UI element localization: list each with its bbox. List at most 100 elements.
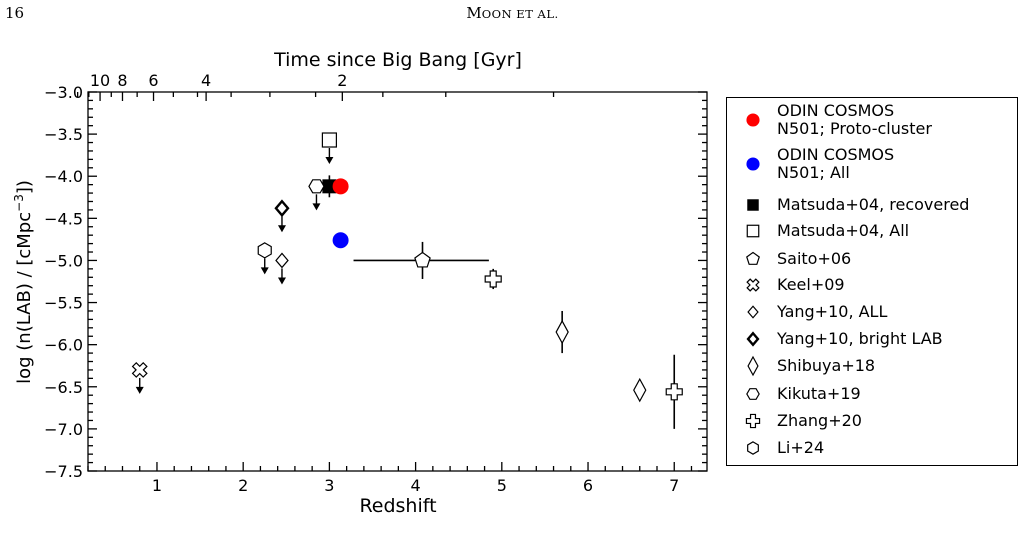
legend-label: Keel+09	[777, 275, 845, 294]
legend-marker-plus-shape	[745, 413, 761, 429]
legend-marker-hexagon-flat	[746, 388, 760, 400]
data-point-diamond-bold	[274, 199, 290, 218]
data-point-circle	[332, 178, 349, 195]
x-tick-label: 2	[238, 476, 248, 495]
x-tick-label: 3	[324, 476, 334, 495]
data-point-square-open	[321, 132, 337, 148]
legend-marker-hexagon-pointy	[747, 441, 759, 455]
upper-limit-arrow-head	[312, 203, 321, 211]
legend-symbol	[746, 157, 760, 171]
upper-limit-arrow-head	[277, 225, 286, 233]
data-point-plus-shape	[665, 383, 683, 401]
legend-item: Yang+10, bright LAB	[727, 328, 1017, 350]
legend-item: Matsuda+04, All	[727, 220, 1017, 242]
legend-marker-diamond-small	[747, 305, 759, 319]
y-tick-label: −7.5	[44, 462, 83, 481]
legend-item: Saito+06	[727, 248, 1017, 270]
legend-symbol	[747, 355, 759, 377]
legend-item: Matsuda+04, recovered	[727, 194, 1017, 216]
top-tick-label: 4	[201, 71, 211, 90]
upper-limit-arrow-head	[135, 386, 144, 394]
legend-label: Yang+10, ALL	[777, 302, 888, 321]
legend-marker-diamond-bold	[746, 331, 760, 347]
legend-label: ODIN COSMOS N501; All	[777, 145, 895, 182]
y-tick-label: −3.5	[44, 125, 83, 144]
x-tick-label: 6	[583, 476, 593, 495]
y-tick-label: −4.0	[44, 167, 83, 186]
legend-label: Matsuda+04, All	[777, 221, 910, 240]
legend-item: ODIN COSMOS N501; All	[727, 146, 1017, 182]
legend-label: Matsuda+04, recovered	[777, 195, 970, 214]
legend-item: Yang+10, ALL	[727, 301, 1017, 323]
top-tick-label: 10	[90, 71, 110, 90]
legend-symbol	[747, 305, 759, 319]
y-axis-title-end: ])	[14, 180, 35, 194]
data-point-circle	[332, 232, 349, 249]
y-tick-label: −5.5	[44, 294, 83, 313]
legend-item: Li+24	[727, 437, 1017, 459]
plot-area-frame	[87, 91, 708, 472]
top-x-axis-title: Time since Big Bang [Gyr]	[273, 49, 522, 71]
legend-symbol	[746, 251, 760, 265]
legend: ODIN COSMOS N501; Proto-cluster ODIN COSM…	[726, 97, 1018, 466]
legend-marker-square-open	[746, 224, 760, 238]
upper-limit-arrow-head	[277, 277, 286, 285]
legend-symbol	[746, 331, 760, 347]
data-point-thin-diamond	[555, 319, 569, 345]
legend-item: Keel+09	[727, 274, 1017, 296]
legend-marker-pentagon	[746, 251, 760, 265]
legend-symbol	[745, 413, 761, 429]
data-point-diamond-small	[275, 252, 289, 269]
legend-label: Li+24	[777, 438, 825, 457]
legend-symbol	[746, 388, 760, 400]
legend-marker-circle	[746, 157, 760, 171]
data-point-hexagon-flat	[308, 179, 325, 194]
y-axis-title-exponent: −3	[12, 194, 26, 212]
legend-label: Kikuta+19	[777, 384, 861, 403]
legend-label: Yang+10, bright LAB	[777, 329, 943, 348]
legend-item: ODIN COSMOS N501; Proto-cluster	[727, 102, 1017, 138]
y-tick-label: −6.5	[44, 378, 83, 397]
legend-symbol	[746, 278, 760, 292]
page-number: 16	[5, 4, 25, 22]
x-tick-label: 7	[669, 476, 679, 495]
running-head-rest: OON ET AL.	[481, 7, 559, 21]
top-tick-label: 8	[117, 71, 127, 90]
legend-marker-x-shape	[746, 278, 760, 292]
x-axis-title: Redshift	[359, 495, 436, 517]
legend-item: Shibuya+18	[727, 355, 1017, 377]
data-point-square-filled	[322, 179, 337, 194]
y-tick-label: −7.0	[44, 420, 83, 439]
legend-marker-thin-diamond	[747, 355, 759, 377]
y-tick-label: −4.5	[44, 209, 83, 228]
y-axis-title: log (n(LAB) / [cMpc−3])	[12, 180, 35, 384]
x-tick-label: 4	[411, 476, 421, 495]
data-point-pentagon	[414, 251, 431, 268]
top-tick-label: 2	[337, 71, 347, 90]
legend-label: Shibuya+18	[777, 356, 876, 375]
data-point-x-shape	[131, 361, 148, 378]
top-tick-label: 6	[148, 71, 158, 90]
upper-limit-arrow-head	[325, 157, 334, 165]
running-head-initial: M	[466, 4, 482, 22]
data-point-plus-shape	[484, 270, 502, 288]
y-tick-label: −5.0	[44, 251, 83, 270]
upper-limit-arrow-head	[260, 267, 269, 275]
legend-symbol	[746, 224, 760, 238]
x-tick-label: 5	[497, 476, 507, 495]
legend-symbol	[747, 199, 759, 211]
data-point-thin-diamond	[633, 377, 647, 403]
legend-label: Zhang+20	[777, 411, 862, 430]
legend-label: Saito+06	[777, 249, 852, 268]
running-head: MOON ET AL.	[0, 4, 1025, 22]
legend-symbol	[747, 441, 759, 455]
legend-marker-circle	[746, 113, 760, 127]
legend-item: Kikuta+19	[727, 383, 1017, 405]
y-axis-title-main: log (n(LAB) / [cMpc	[14, 212, 35, 384]
legend-symbol	[746, 113, 760, 127]
data-point-hexagon-pointy	[257, 242, 272, 259]
legend-label: ODIN COSMOS N501; Proto-cluster	[777, 101, 932, 138]
legend-item: Zhang+20	[727, 410, 1017, 432]
y-tick-label: −3.0	[44, 83, 83, 102]
